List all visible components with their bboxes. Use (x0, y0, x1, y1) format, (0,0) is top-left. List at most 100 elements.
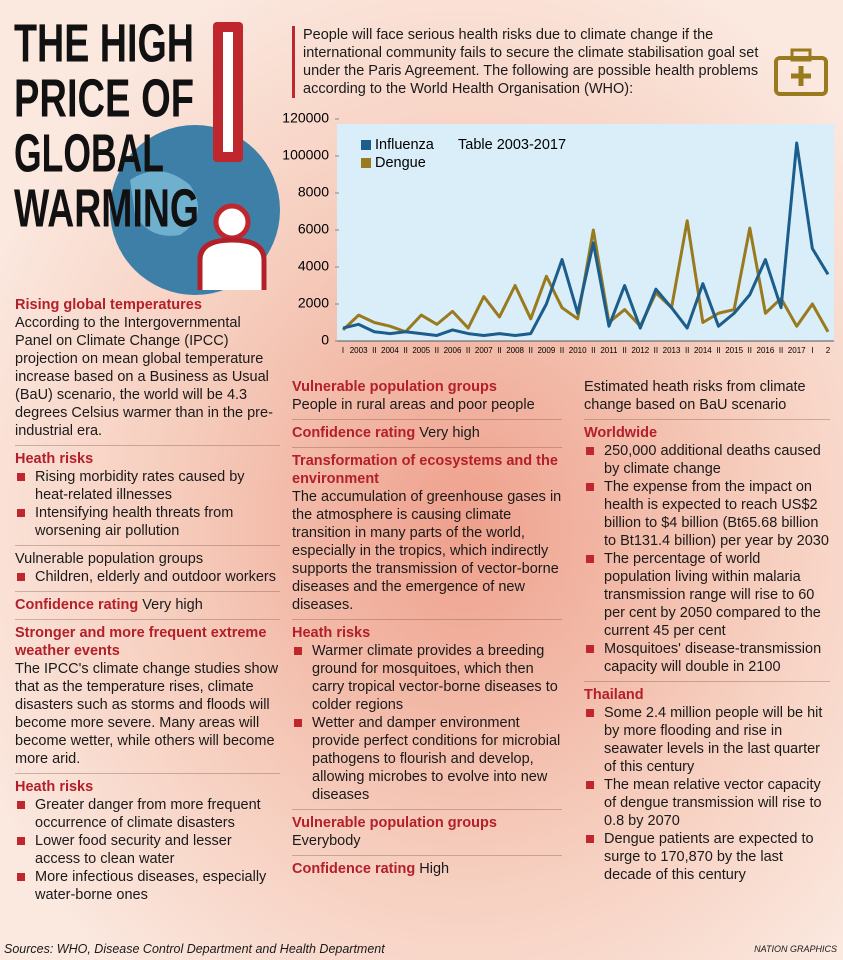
x-tick-label: II (497, 346, 501, 355)
x-tick-label: II (403, 346, 407, 355)
bullet-list: Warmer climate provides a breeding groun… (292, 642, 562, 804)
bullet: Rising morbidity rates caused by heat-re… (15, 468, 280, 504)
title-line: WARMING (14, 178, 199, 238)
section-text: Everybody (292, 833, 361, 849)
bullet: The mean relative vector capacity of den… (584, 776, 830, 830)
bullet: The percentage of world population livin… (584, 550, 830, 640)
person-head (213, 203, 251, 241)
x-tick-label: II (435, 346, 439, 355)
column: Estimated heath risks from climate chang… (584, 374, 830, 889)
heading-text: Heath risks (292, 625, 371, 641)
y-tick-label: 2000 (298, 295, 329, 311)
bullet: 250,000 additional deaths caused by clim… (584, 442, 830, 478)
rating: High (419, 861, 450, 877)
bullet: Lower food security and lesser access to… (15, 832, 280, 868)
section: Transformation of ecosystems and the env… (292, 448, 562, 620)
x-tick-label: 2013 (663, 346, 681, 355)
heading-text: Confidence rating (15, 597, 139, 613)
x-tick-label: I (811, 346, 813, 355)
x-tick-label: 2007 (475, 346, 493, 355)
section-heading: Confidence rating Very high (292, 424, 562, 442)
globe-land (130, 171, 198, 236)
x-tick-label: 2006 (444, 346, 462, 355)
bullet-list: Children, elderly and outdoor workers (15, 568, 280, 586)
section: Rising global temperatures According to t… (15, 292, 280, 446)
x-tick-label: 2016 (757, 346, 775, 355)
section-heading: Thailand (584, 686, 830, 704)
bullet-list: Some 2.4 million people will be hit by m… (584, 704, 830, 884)
bullet: Mosquitoes' disease-transmission capacit… (584, 640, 830, 676)
heading-text: Transformation of ecosystems and the env… (292, 453, 558, 487)
y-tick-label: 120000 (283, 110, 329, 126)
x-tick-label: II (372, 346, 376, 355)
section-text: The IPCC's climate change studies show t… (15, 661, 279, 767)
section: Confidence rating Very high (292, 420, 562, 448)
x-tick-label: 2017 (788, 346, 806, 355)
bullet: Warmer climate provides a breeding groun… (292, 642, 562, 714)
bullet: Wetter and damper environment provide pe… (292, 714, 562, 804)
person-body (197, 237, 267, 290)
bullet: Some 2.4 million people will be hit by m… (584, 704, 830, 776)
heading-text: Stronger and more frequent extreme weath… (15, 625, 267, 659)
section-heading: Confidence rating Very high (15, 596, 280, 614)
x-tick-label: 2005 (412, 346, 430, 355)
chart: 0 2000 4000 6000 8000 100000 120000 I 2003 II 2004… (283, 110, 834, 355)
section: Heath risks Warmer climate provides a bre… (292, 620, 562, 810)
column: Vulnerable population groups People in ru… (292, 374, 562, 883)
legend-label: Dengue (375, 155, 426, 171)
legend-swatch (361, 158, 371, 168)
title-line: GLOBAL (14, 123, 164, 183)
heading-text: Heath risks (15, 779, 94, 795)
bullet: The expense from the impact on health is… (584, 478, 830, 550)
heading-text: Heath risks (15, 451, 94, 467)
x-tick-label: 2015 (725, 346, 743, 355)
x-tick-label: 2004 (381, 346, 399, 355)
section: Thailand Some 2.4 million people will be … (584, 682, 830, 889)
section: Vulnerable population groups People in ru… (292, 374, 562, 420)
sources: Sources: WHO, Disease Control Department… (4, 942, 385, 956)
section-heading: Transformation of ecosystems and the env… (292, 452, 562, 488)
section-text: The accumulation of greenhouse gases in … (292, 489, 562, 613)
section: Vulnerable population groups Children, el… (15, 546, 280, 592)
section-heading: Worldwide (584, 424, 830, 442)
x-tick-label: 2009 (537, 346, 555, 355)
section-text: Vulnerable population groups (15, 551, 204, 567)
section: Heath risks Greater danger from more freq… (15, 774, 280, 909)
x-tick-label: II (654, 346, 658, 355)
x-tick-label: II (560, 346, 564, 355)
section: Vulnerable population groups Everybody (292, 810, 562, 856)
y-tick-label: 6000 (298, 221, 329, 237)
x-tick-label: 2008 (506, 346, 524, 355)
bullet-list: Greater danger from more frequent occurr… (15, 796, 280, 904)
x-tick-label: II (685, 346, 689, 355)
section: Heath risks Rising morbidity rates caused… (15, 446, 280, 546)
heading-text: Confidence rating (292, 861, 416, 877)
heading-text: Worldwide (584, 425, 658, 441)
legend-swatch (361, 140, 371, 150)
heading-text: Rising global temperatures (15, 297, 202, 313)
title-line: THE HIGH (14, 13, 194, 73)
section: Worldwide 250,000 additional deaths cause… (584, 420, 830, 682)
x-tick-label: II (466, 346, 470, 355)
first-aid-icon (774, 48, 828, 96)
bullet: Dengue patients are expected to surge to… (584, 830, 830, 884)
x-tick-label: 2 (826, 346, 831, 355)
bullet: More infectious diseases, especially wat… (15, 868, 280, 904)
section: Stronger and more frequent extreme weath… (15, 620, 280, 774)
legend-label: Influenza (375, 137, 435, 153)
section-heading: Vulnerable population groups (292, 814, 562, 832)
bullet-list: Rising morbidity rates caused by heat-re… (15, 468, 280, 540)
bullet: Intensifying health threats from worseni… (15, 504, 280, 540)
section: Estimated heath risks from climate chang… (584, 374, 830, 420)
x-tick-label: 2003 (350, 346, 368, 355)
chart-title: Table 2003-2017 (458, 137, 566, 153)
y-tick-label: 4000 (298, 258, 329, 274)
heading-text: Thailand (584, 687, 644, 703)
line-series (342, 141, 830, 337)
heading-text: Confidence rating (292, 425, 416, 441)
section-heading: Stronger and more frequent extreme weath… (15, 624, 280, 660)
x-tick-label: II (748, 346, 752, 355)
heading-text: Vulnerable population groups (292, 815, 497, 831)
